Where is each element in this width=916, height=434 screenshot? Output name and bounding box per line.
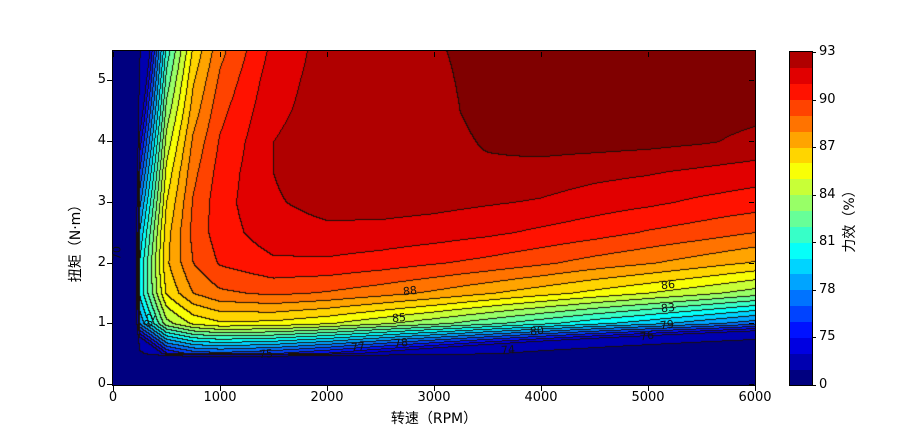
y-axis-tick-right xyxy=(749,323,754,324)
y-tick-label: 3 xyxy=(97,194,106,209)
colorbar-tick-label: 0 xyxy=(819,377,828,392)
x-axis-tick xyxy=(434,386,435,391)
colorbar-tick xyxy=(812,100,816,101)
colorbar-band xyxy=(790,147,812,164)
colorbar-tick xyxy=(812,195,816,196)
y-axis-tick xyxy=(107,202,112,203)
y-tick-label: 0 xyxy=(97,376,106,391)
colorbar-band xyxy=(790,115,812,132)
colorbar-band xyxy=(790,258,812,275)
colorbar-tick xyxy=(812,385,816,386)
x-axis-tick-top xyxy=(434,52,435,57)
contour-value-label: 77 xyxy=(350,339,366,355)
colorbar-band xyxy=(790,52,812,69)
x-tick-label: 2000 xyxy=(310,390,344,405)
colorbar-band xyxy=(790,178,812,196)
y-axis-tick xyxy=(107,384,112,385)
colorbar-tick-label: 78 xyxy=(819,282,836,297)
colorbar-band xyxy=(790,353,812,370)
colorbar-tick-label: 93 xyxy=(819,44,836,59)
colorbar-band xyxy=(790,321,812,338)
x-axis-tick-top xyxy=(541,52,542,57)
contour-value-label: 74 xyxy=(500,343,516,357)
colorbar-band xyxy=(790,337,812,354)
colorbar-tick xyxy=(812,52,816,53)
x-tick-label: 0 xyxy=(108,390,118,405)
y-axis-tick xyxy=(107,80,112,81)
y-axis-tick-right xyxy=(749,80,754,81)
contour-value-label: 88 xyxy=(402,283,419,299)
colorbar-tick xyxy=(812,337,816,338)
y-axis-tick-right xyxy=(749,263,754,264)
colorbar-band xyxy=(790,242,812,259)
x-axis-tick-top xyxy=(648,52,649,57)
contour-value-label: 86 xyxy=(660,277,676,293)
colorbar-band xyxy=(790,274,812,291)
colorbar-band xyxy=(790,83,812,101)
x-axis-tick xyxy=(755,386,756,391)
colorbar xyxy=(789,51,813,386)
colorbar-band xyxy=(790,289,812,307)
y-axis-tick-right xyxy=(749,384,754,385)
x-axis-title: 转速（RPM） xyxy=(390,411,478,427)
y-axis-tick xyxy=(107,141,112,142)
contour-value-label: 78 xyxy=(393,336,409,351)
y-axis-tick-right xyxy=(749,202,754,203)
contour-value-label: 80 xyxy=(528,323,545,339)
contour-value-label: 79 xyxy=(659,317,675,333)
colorbar-band xyxy=(790,163,812,180)
x-axis-tick xyxy=(113,386,114,391)
x-axis-tick-top xyxy=(327,52,328,57)
x-axis-tick-top xyxy=(755,52,756,57)
colorbar-tick xyxy=(812,290,816,291)
y-axis-tick xyxy=(107,323,112,324)
x-axis-tick xyxy=(327,386,328,391)
x-tick-label: 4000 xyxy=(524,390,558,405)
contour-value-label: 75 xyxy=(258,346,274,361)
colorbar-band xyxy=(790,305,812,323)
colorbar-band xyxy=(790,194,812,212)
contour-value-label: 83 xyxy=(660,300,676,316)
plot-area xyxy=(112,50,756,386)
x-axis-tick xyxy=(648,386,649,391)
x-tick-label: 6000 xyxy=(738,390,772,405)
colorbar-tick xyxy=(812,242,816,243)
x-axis-tick-top xyxy=(113,52,114,57)
y-tick-label: 4 xyxy=(97,133,106,148)
colorbar-tick-label: 75 xyxy=(819,329,836,344)
x-axis-tick xyxy=(220,386,221,391)
y-tick-label: 1 xyxy=(97,315,106,330)
colorbar-tick-label: 90 xyxy=(819,92,836,107)
colorbar-band xyxy=(790,99,812,116)
y-tick-label: 2 xyxy=(97,255,106,270)
y-tick-label: 5 xyxy=(97,72,106,87)
contour-value-label: 85 xyxy=(391,310,407,325)
colorbar-tick-label: 87 xyxy=(819,139,836,154)
colorbar-band xyxy=(790,210,812,227)
colorbar-band xyxy=(790,67,812,85)
colorbar-band xyxy=(790,369,812,386)
y-axis-tick-right xyxy=(749,141,754,142)
y-axis-tick xyxy=(107,263,112,264)
colorbar-tick-label: 81 xyxy=(819,234,836,249)
colorbar-title: 力效（%） xyxy=(842,183,858,253)
colorbar-band xyxy=(790,131,812,148)
contour-value-label: 76 xyxy=(639,328,655,344)
contour-canvas xyxy=(113,51,755,385)
contour-value-label: 70 xyxy=(110,246,124,261)
colorbar-tick xyxy=(812,147,816,148)
colorbar-tick-label: 84 xyxy=(819,187,836,202)
x-axis-tick xyxy=(541,386,542,391)
x-tick-label: 3000 xyxy=(417,390,451,405)
x-tick-label: 1000 xyxy=(203,390,237,405)
colorbar-band xyxy=(790,226,812,243)
x-axis-tick-top xyxy=(220,52,221,57)
x-tick-label: 5000 xyxy=(631,390,665,405)
